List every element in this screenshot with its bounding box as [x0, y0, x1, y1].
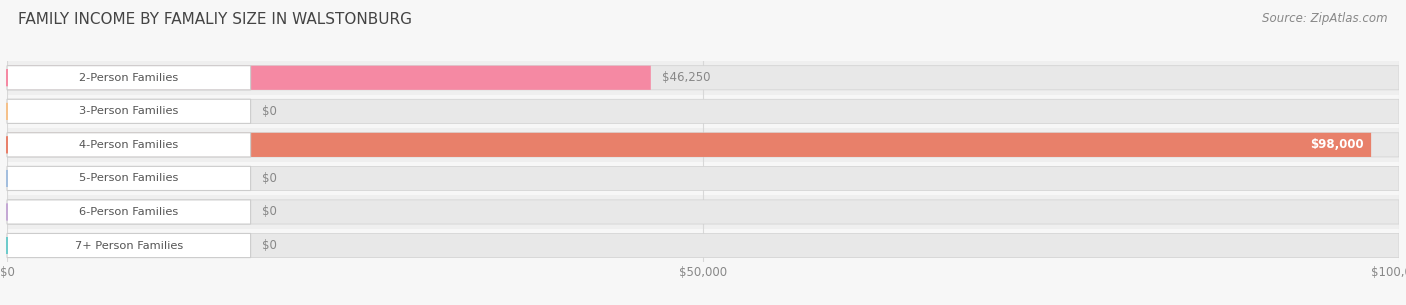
- Text: 5-Person Families: 5-Person Families: [79, 174, 179, 183]
- Text: 4-Person Families: 4-Person Families: [79, 140, 179, 150]
- Text: $46,250: $46,250: [662, 71, 710, 84]
- FancyBboxPatch shape: [7, 200, 250, 224]
- Text: $0: $0: [262, 206, 277, 218]
- FancyBboxPatch shape: [7, 66, 651, 90]
- Bar: [7, 229, 1399, 262]
- Text: 2-Person Families: 2-Person Families: [79, 73, 179, 83]
- Text: $0: $0: [262, 239, 277, 252]
- FancyBboxPatch shape: [7, 99, 250, 124]
- Bar: [7, 95, 1399, 128]
- FancyBboxPatch shape: [7, 133, 1399, 157]
- Text: 7+ Person Families: 7+ Person Families: [75, 241, 183, 250]
- FancyBboxPatch shape: [7, 99, 1399, 124]
- Text: 3-Person Families: 3-Person Families: [79, 106, 179, 116]
- Bar: [7, 128, 1399, 162]
- FancyBboxPatch shape: [7, 166, 250, 191]
- Text: Source: ZipAtlas.com: Source: ZipAtlas.com: [1263, 12, 1388, 25]
- Text: $0: $0: [262, 105, 277, 118]
- FancyBboxPatch shape: [7, 66, 1399, 90]
- Text: $98,000: $98,000: [1310, 138, 1364, 151]
- FancyBboxPatch shape: [7, 233, 1399, 258]
- FancyBboxPatch shape: [7, 66, 250, 90]
- FancyBboxPatch shape: [7, 166, 1399, 191]
- FancyBboxPatch shape: [7, 133, 250, 157]
- Text: 6-Person Families: 6-Person Families: [79, 207, 179, 217]
- Bar: [7, 195, 1399, 229]
- FancyBboxPatch shape: [7, 133, 1371, 157]
- Bar: [7, 162, 1399, 195]
- Bar: [7, 61, 1399, 95]
- FancyBboxPatch shape: [7, 200, 1399, 224]
- FancyBboxPatch shape: [7, 233, 250, 258]
- Text: FAMILY INCOME BY FAMALIY SIZE IN WALSTONBURG: FAMILY INCOME BY FAMALIY SIZE IN WALSTON…: [18, 12, 412, 27]
- Text: $0: $0: [262, 172, 277, 185]
